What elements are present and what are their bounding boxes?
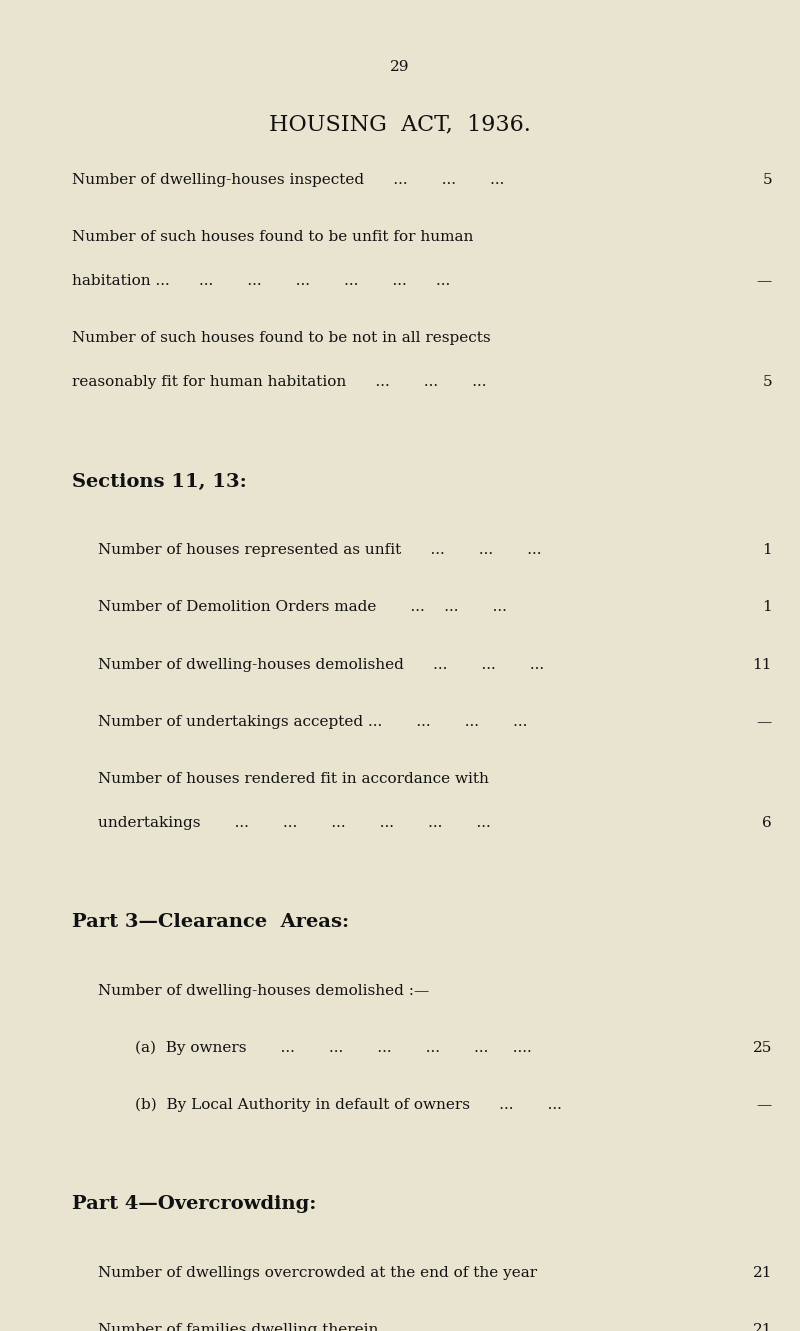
Text: Part 3—Clearance  Areas:: Part 3—Clearance Areas: — [72, 913, 349, 932]
Text: 25: 25 — [753, 1041, 772, 1055]
Text: —: — — [757, 715, 772, 729]
Text: 21: 21 — [753, 1266, 772, 1280]
Text: habitation ...      ...       ...       ...       ...       ...      ...: habitation ... ... ... ... ... ... ... — [72, 274, 450, 289]
Text: Number of dwelling-houses demolished      ...       ...       ...: Number of dwelling-houses demolished ...… — [98, 658, 544, 672]
Text: Number of such houses found to be unfit for human: Number of such houses found to be unfit … — [72, 230, 474, 245]
Text: 1: 1 — [762, 543, 772, 558]
Text: 11: 11 — [753, 658, 772, 672]
Text: 5: 5 — [762, 375, 772, 390]
Text: (b)  By Local Authority in default of owners      ...       ...: (b) By Local Authority in default of own… — [135, 1098, 562, 1113]
Text: Number of houses represented as unfit      ...       ...       ...: Number of houses represented as unfit ..… — [98, 543, 542, 558]
Text: Sections 11, 13:: Sections 11, 13: — [72, 473, 246, 491]
Text: undertakings       ...       ...       ...       ...       ...       ...: undertakings ... ... ... ... ... ... — [98, 816, 490, 831]
Text: —: — — [757, 274, 772, 289]
Text: Number of houses rendered fit in accordance with: Number of houses rendered fit in accorda… — [98, 772, 489, 787]
Text: 5: 5 — [762, 173, 772, 188]
Text: Number of families dwelling therein        ...       ...       ...: Number of families dwelling therein ... … — [98, 1323, 528, 1331]
Text: Number of such houses found to be not in all respects: Number of such houses found to be not in… — [72, 331, 490, 346]
Text: Part 4—Overcrowding:: Part 4—Overcrowding: — [72, 1195, 316, 1214]
Text: —: — — [757, 1098, 772, 1113]
Text: reasonably fit for human habitation      ...       ...       ...: reasonably fit for human habitation ... … — [72, 375, 486, 390]
Text: 29: 29 — [390, 60, 410, 75]
Text: Number of Demolition Orders made       ...    ...       ...: Number of Demolition Orders made ... ...… — [98, 600, 507, 615]
Text: 21: 21 — [753, 1323, 772, 1331]
Text: 1: 1 — [762, 600, 772, 615]
Text: Number of dwelling-houses demolished :—: Number of dwelling-houses demolished :— — [98, 984, 430, 998]
Text: Number of undertakings accepted ...       ...       ...       ...: Number of undertakings accepted ... ... … — [98, 715, 527, 729]
Text: Number of dwelling-houses inspected      ...       ...       ...: Number of dwelling-houses inspected ... … — [72, 173, 504, 188]
Text: 6: 6 — [762, 816, 772, 831]
Text: Number of dwellings overcrowded at the end of the year: Number of dwellings overcrowded at the e… — [98, 1266, 537, 1280]
Text: HOUSING  ACT,  1936.: HOUSING ACT, 1936. — [269, 113, 531, 136]
Text: (a)  By owners       ...       ...       ...       ...       ...     ....: (a) By owners ... ... ... ... ... .... — [135, 1041, 532, 1055]
